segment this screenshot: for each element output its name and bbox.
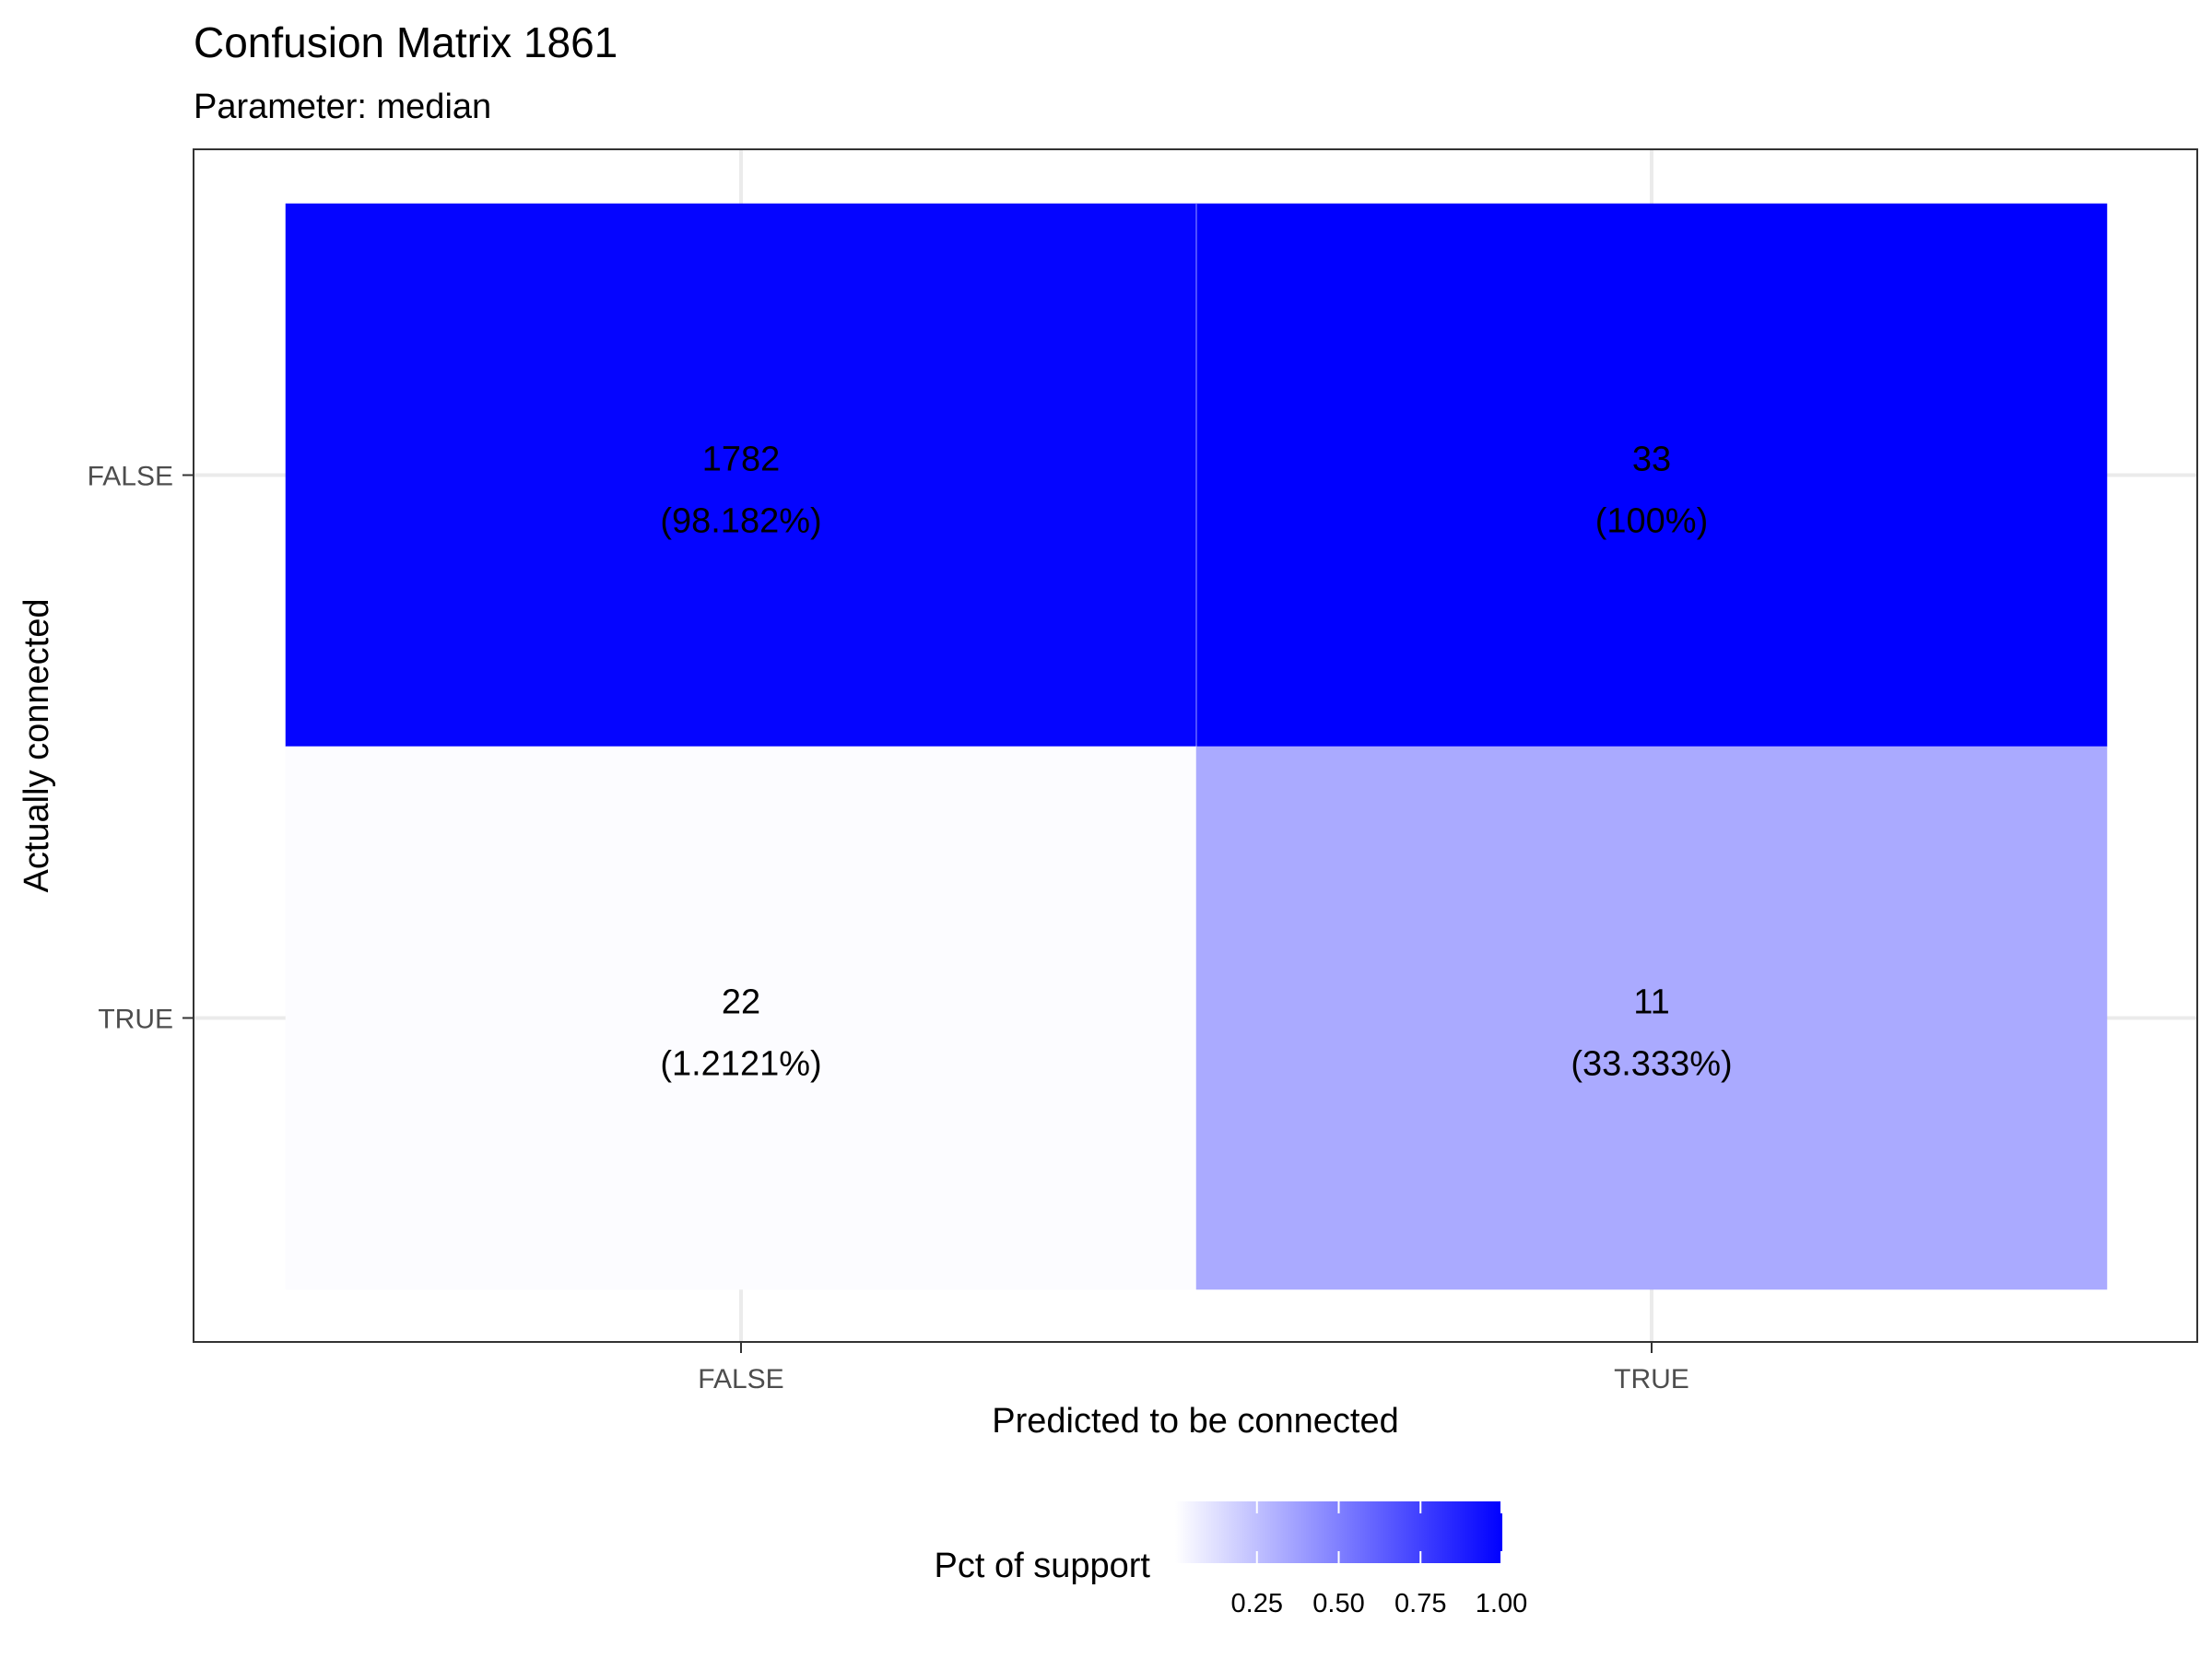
legend-title: Pct of support: [935, 1547, 1151, 1585]
y-tick-label: TRUE: [98, 1005, 173, 1035]
legend-tick-label: 1.00: [1476, 1589, 1527, 1618]
chart-subtitle: Parameter: median: [194, 88, 491, 126]
cell-count-label: 33: [1632, 441, 1671, 479]
cell-pct-label: (98.182%): [660, 502, 821, 541]
heatmap-cell-pred-false-act-true: [285, 746, 1197, 1290]
cell-count-label: 11: [1633, 983, 1669, 1022]
legend: Pct of support 0.25 0.50 0.75 1.00: [935, 1501, 1527, 1618]
legend-ticks: 0.25 0.50 0.75 1.00: [1231, 1501, 1527, 1618]
cell-count-label: 22: [722, 983, 760, 1022]
plot-panel-border: [193, 148, 2198, 1343]
y-tick-label: FALSE: [88, 462, 173, 492]
x-axis-title: Predicted to be connected: [992, 1402, 1399, 1441]
x-tick-label: FALSE: [698, 1364, 783, 1394]
cell-pct-label: (1.2121%): [660, 1045, 821, 1084]
y-axis-ticks: FALSE TRUE: [88, 462, 194, 1035]
x-tick-label: TRUE: [1614, 1364, 1689, 1394]
y-axis-title: Actually connected: [18, 599, 56, 893]
legend-tick-label: 0.25: [1231, 1589, 1283, 1618]
legend-tick-label: 0.75: [1394, 1589, 1446, 1618]
heatmap-cells: [285, 203, 2108, 1290]
heatmap-cell-pred-true-act-false: [1195, 203, 2108, 747]
cell-pct-label: (100%): [1595, 502, 1709, 541]
heatmap-cell-pred-true-act-true: [1195, 746, 2108, 1290]
cell-pct-label: (33.333%): [1571, 1045, 1732, 1084]
cell-count-label: 1782: [702, 441, 781, 479]
cell-labels: 1782 (98.182%) 33 (100%) 22 (1.2121%) 11 (33.33…: [660, 441, 1732, 1084]
legend-tick-label: 0.50: [1312, 1589, 1364, 1618]
chart-title: Confusion Matrix 1861: [194, 18, 618, 66]
heatmap-cell-pred-false-act-false: [285, 203, 1197, 747]
x-axis-ticks: FALSE TRUE: [698, 1342, 1689, 1394]
